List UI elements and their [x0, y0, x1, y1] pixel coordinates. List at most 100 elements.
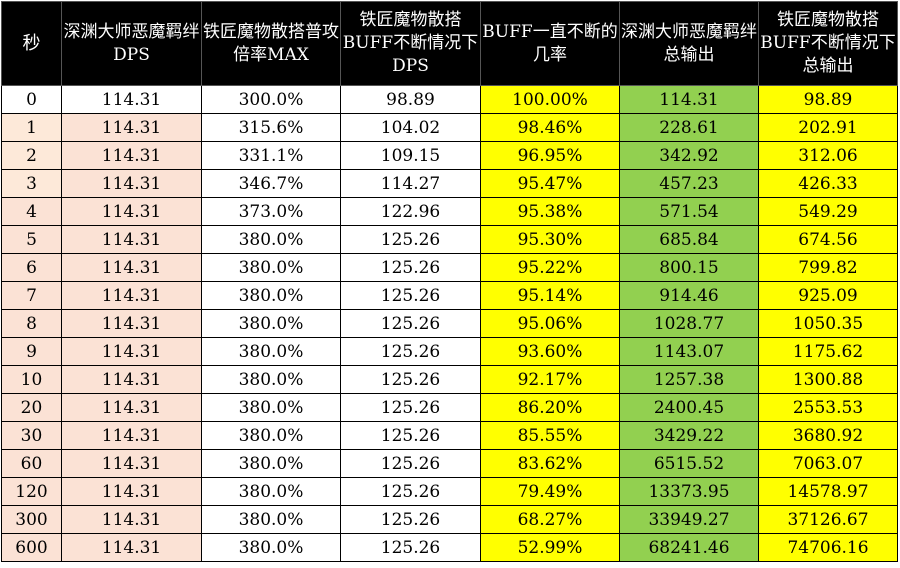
abyss-total-cell: 800.15 — [619, 253, 759, 282]
table-row: 120 114.31 380.0% 125.26 79.49% 13373.95 14578… — [1, 477, 898, 506]
seconds-cell: 120 — [1, 477, 62, 506]
smith-buff-dps-cell: 125.26 — [340, 309, 481, 338]
table-body: 0 114.31 300.0% 98.89 100.00% 114.31 98.89 1 114… — [1, 85, 898, 562]
buff-probability-cell: 95.06% — [480, 309, 620, 338]
smith-multiplier-cell: 380.0% — [201, 309, 341, 338]
smith-total-cell: 1300.88 — [758, 365, 898, 394]
smith-total-cell: 1050.35 — [758, 309, 898, 338]
smith-total-cell: 312.06 — [758, 141, 898, 170]
header-smith-total-output: 铁匠魔物散搭BUFF不断情况下总输出 — [758, 1, 898, 86]
buff-probability-cell: 86.20% — [480, 393, 620, 422]
smith-multiplier-cell: 380.0% — [201, 365, 341, 394]
table-row: 6 114.31 380.0% 125.26 95.22% 800.15 799.82 — [1, 253, 898, 282]
buff-probability-cell: 96.95% — [480, 141, 620, 170]
seconds-cell: 60 — [1, 449, 62, 478]
abyss-total-cell: 685.84 — [619, 225, 759, 254]
smith-multiplier-cell: 380.0% — [201, 253, 341, 282]
abyss-dps-cell: 114.31 — [61, 197, 202, 226]
smith-multiplier-cell: 380.0% — [201, 337, 341, 366]
smith-multiplier-cell: 300.0% — [201, 85, 341, 114]
seconds-cell: 0 — [1, 85, 62, 114]
table-row: 30 114.31 380.0% 125.26 85.55% 3429.22 3680.92 — [1, 421, 898, 450]
buff-probability-cell: 95.14% — [480, 281, 620, 310]
seconds-cell: 8 — [1, 309, 62, 338]
abyss-total-cell: 13373.95 — [619, 477, 759, 506]
buff-probability-cell: 98.46% — [480, 113, 620, 142]
abyss-dps-cell: 114.31 — [61, 113, 202, 142]
table-row: 1 114.31 315.6% 104.02 98.46% 228.61 202.91 — [1, 113, 898, 142]
abyss-dps-cell: 114.31 — [61, 337, 202, 366]
smith-buff-dps-cell: 104.02 — [340, 113, 481, 142]
smith-buff-dps-cell: 125.26 — [340, 253, 481, 282]
buff-probability-cell: 68.27% — [480, 505, 620, 534]
smith-buff-dps-cell: 125.26 — [340, 449, 481, 478]
abyss-dps-cell: 114.31 — [61, 393, 202, 422]
table-row: 0 114.31 300.0% 98.89 100.00% 114.31 98.89 — [1, 85, 898, 114]
abyss-dps-cell: 114.31 — [61, 365, 202, 394]
abyss-total-cell: 2400.45 — [619, 393, 759, 422]
abyss-total-cell: 1028.77 — [619, 309, 759, 338]
buff-probability-cell: 93.60% — [480, 337, 620, 366]
smith-buff-dps-cell: 125.26 — [340, 337, 481, 366]
buff-probability-cell: 100.00% — [480, 85, 620, 114]
smith-buff-dps-cell: 125.26 — [340, 477, 481, 506]
table-row: 10 114.31 380.0% 125.26 92.17% 1257.38 1300.88 — [1, 365, 898, 394]
smith-total-cell: 74706.16 — [758, 533, 898, 562]
abyss-dps-cell: 114.31 — [61, 477, 202, 506]
smith-multiplier-cell: 380.0% — [201, 393, 341, 422]
smith-total-cell: 7063.07 — [758, 449, 898, 478]
abyss-dps-cell: 114.31 — [61, 85, 202, 114]
seconds-cell: 6 — [1, 253, 62, 282]
abyss-dps-cell: 114.31 — [61, 141, 202, 170]
smith-buff-dps-cell: 125.26 — [340, 281, 481, 310]
seconds-cell: 300 — [1, 505, 62, 534]
smith-total-cell: 799.82 — [758, 253, 898, 282]
smith-total-cell: 549.29 — [758, 197, 898, 226]
abyss-total-cell: 33949.27 — [619, 505, 759, 534]
smith-multiplier-cell: 380.0% — [201, 505, 341, 534]
abyss-total-cell: 1257.38 — [619, 365, 759, 394]
table-row: 4 114.31 373.0% 122.96 95.38% 571.54 549.29 — [1, 197, 898, 226]
abyss-total-cell: 228.61 — [619, 113, 759, 142]
header-row: 秒 深渊大师恶魔羁绊DPS 铁匠魔物散搭普攻倍率MAX 铁匠魔物散搭BUFF不断… — [1, 1, 898, 86]
smith-multiplier-cell: 315.6% — [201, 113, 341, 142]
table-row: 300 114.31 380.0% 125.26 68.27% 33949.27 37126… — [1, 505, 898, 534]
smith-buff-dps-cell: 114.27 — [340, 169, 481, 198]
smith-multiplier-cell: 346.7% — [201, 169, 341, 198]
header-seconds: 秒 — [1, 1, 62, 86]
smith-buff-dps-cell: 98.89 — [340, 85, 481, 114]
header-smith-multiplier-max: 铁匠魔物散搭普攻倍率MAX — [201, 1, 341, 86]
table-row: 3 114.31 346.7% 114.27 95.47% 457.23 426.33 — [1, 169, 898, 198]
smith-multiplier-cell: 380.0% — [201, 281, 341, 310]
abyss-dps-cell: 114.31 — [61, 169, 202, 198]
abyss-dps-cell: 114.31 — [61, 421, 202, 450]
table-row: 8 114.31 380.0% 125.26 95.06% 1028.77 1050.35 — [1, 309, 898, 338]
smith-total-cell: 674.56 — [758, 225, 898, 254]
seconds-cell: 600 — [1, 533, 62, 562]
seconds-cell: 2 — [1, 141, 62, 170]
smith-total-cell: 37126.67 — [758, 505, 898, 534]
abyss-total-cell: 6515.52 — [619, 449, 759, 478]
smith-multiplier-cell: 380.0% — [201, 225, 341, 254]
table-row: 5 114.31 380.0% 125.26 95.30% 685.84 674.56 — [1, 225, 898, 254]
seconds-cell: 10 — [1, 365, 62, 394]
header-abyss-dps: 深渊大师恶魔羁绊DPS — [61, 1, 202, 86]
buff-probability-cell: 83.62% — [480, 449, 620, 478]
smith-buff-dps-cell: 109.15 — [340, 141, 481, 170]
buff-probability-cell: 95.22% — [480, 253, 620, 282]
buff-probability-cell: 95.47% — [480, 169, 620, 198]
seconds-cell: 5 — [1, 225, 62, 254]
abyss-dps-cell: 114.31 — [61, 309, 202, 338]
abyss-dps-cell: 114.31 — [61, 281, 202, 310]
abyss-total-cell: 342.92 — [619, 141, 759, 170]
smith-buff-dps-cell: 125.26 — [340, 533, 481, 562]
smith-multiplier-cell: 380.0% — [201, 477, 341, 506]
abyss-total-cell: 457.23 — [619, 169, 759, 198]
smith-buff-dps-cell: 125.26 — [340, 365, 481, 394]
smith-total-cell: 1175.62 — [758, 337, 898, 366]
header-buff-probability: BUFF一直不断的几率 — [480, 1, 620, 86]
abyss-dps-cell: 114.31 — [61, 505, 202, 534]
table-row: 7 114.31 380.0% 125.26 95.14% 914.46 925.09 — [1, 281, 898, 310]
smith-total-cell: 3680.92 — [758, 421, 898, 450]
smith-total-cell: 98.89 — [758, 85, 898, 114]
